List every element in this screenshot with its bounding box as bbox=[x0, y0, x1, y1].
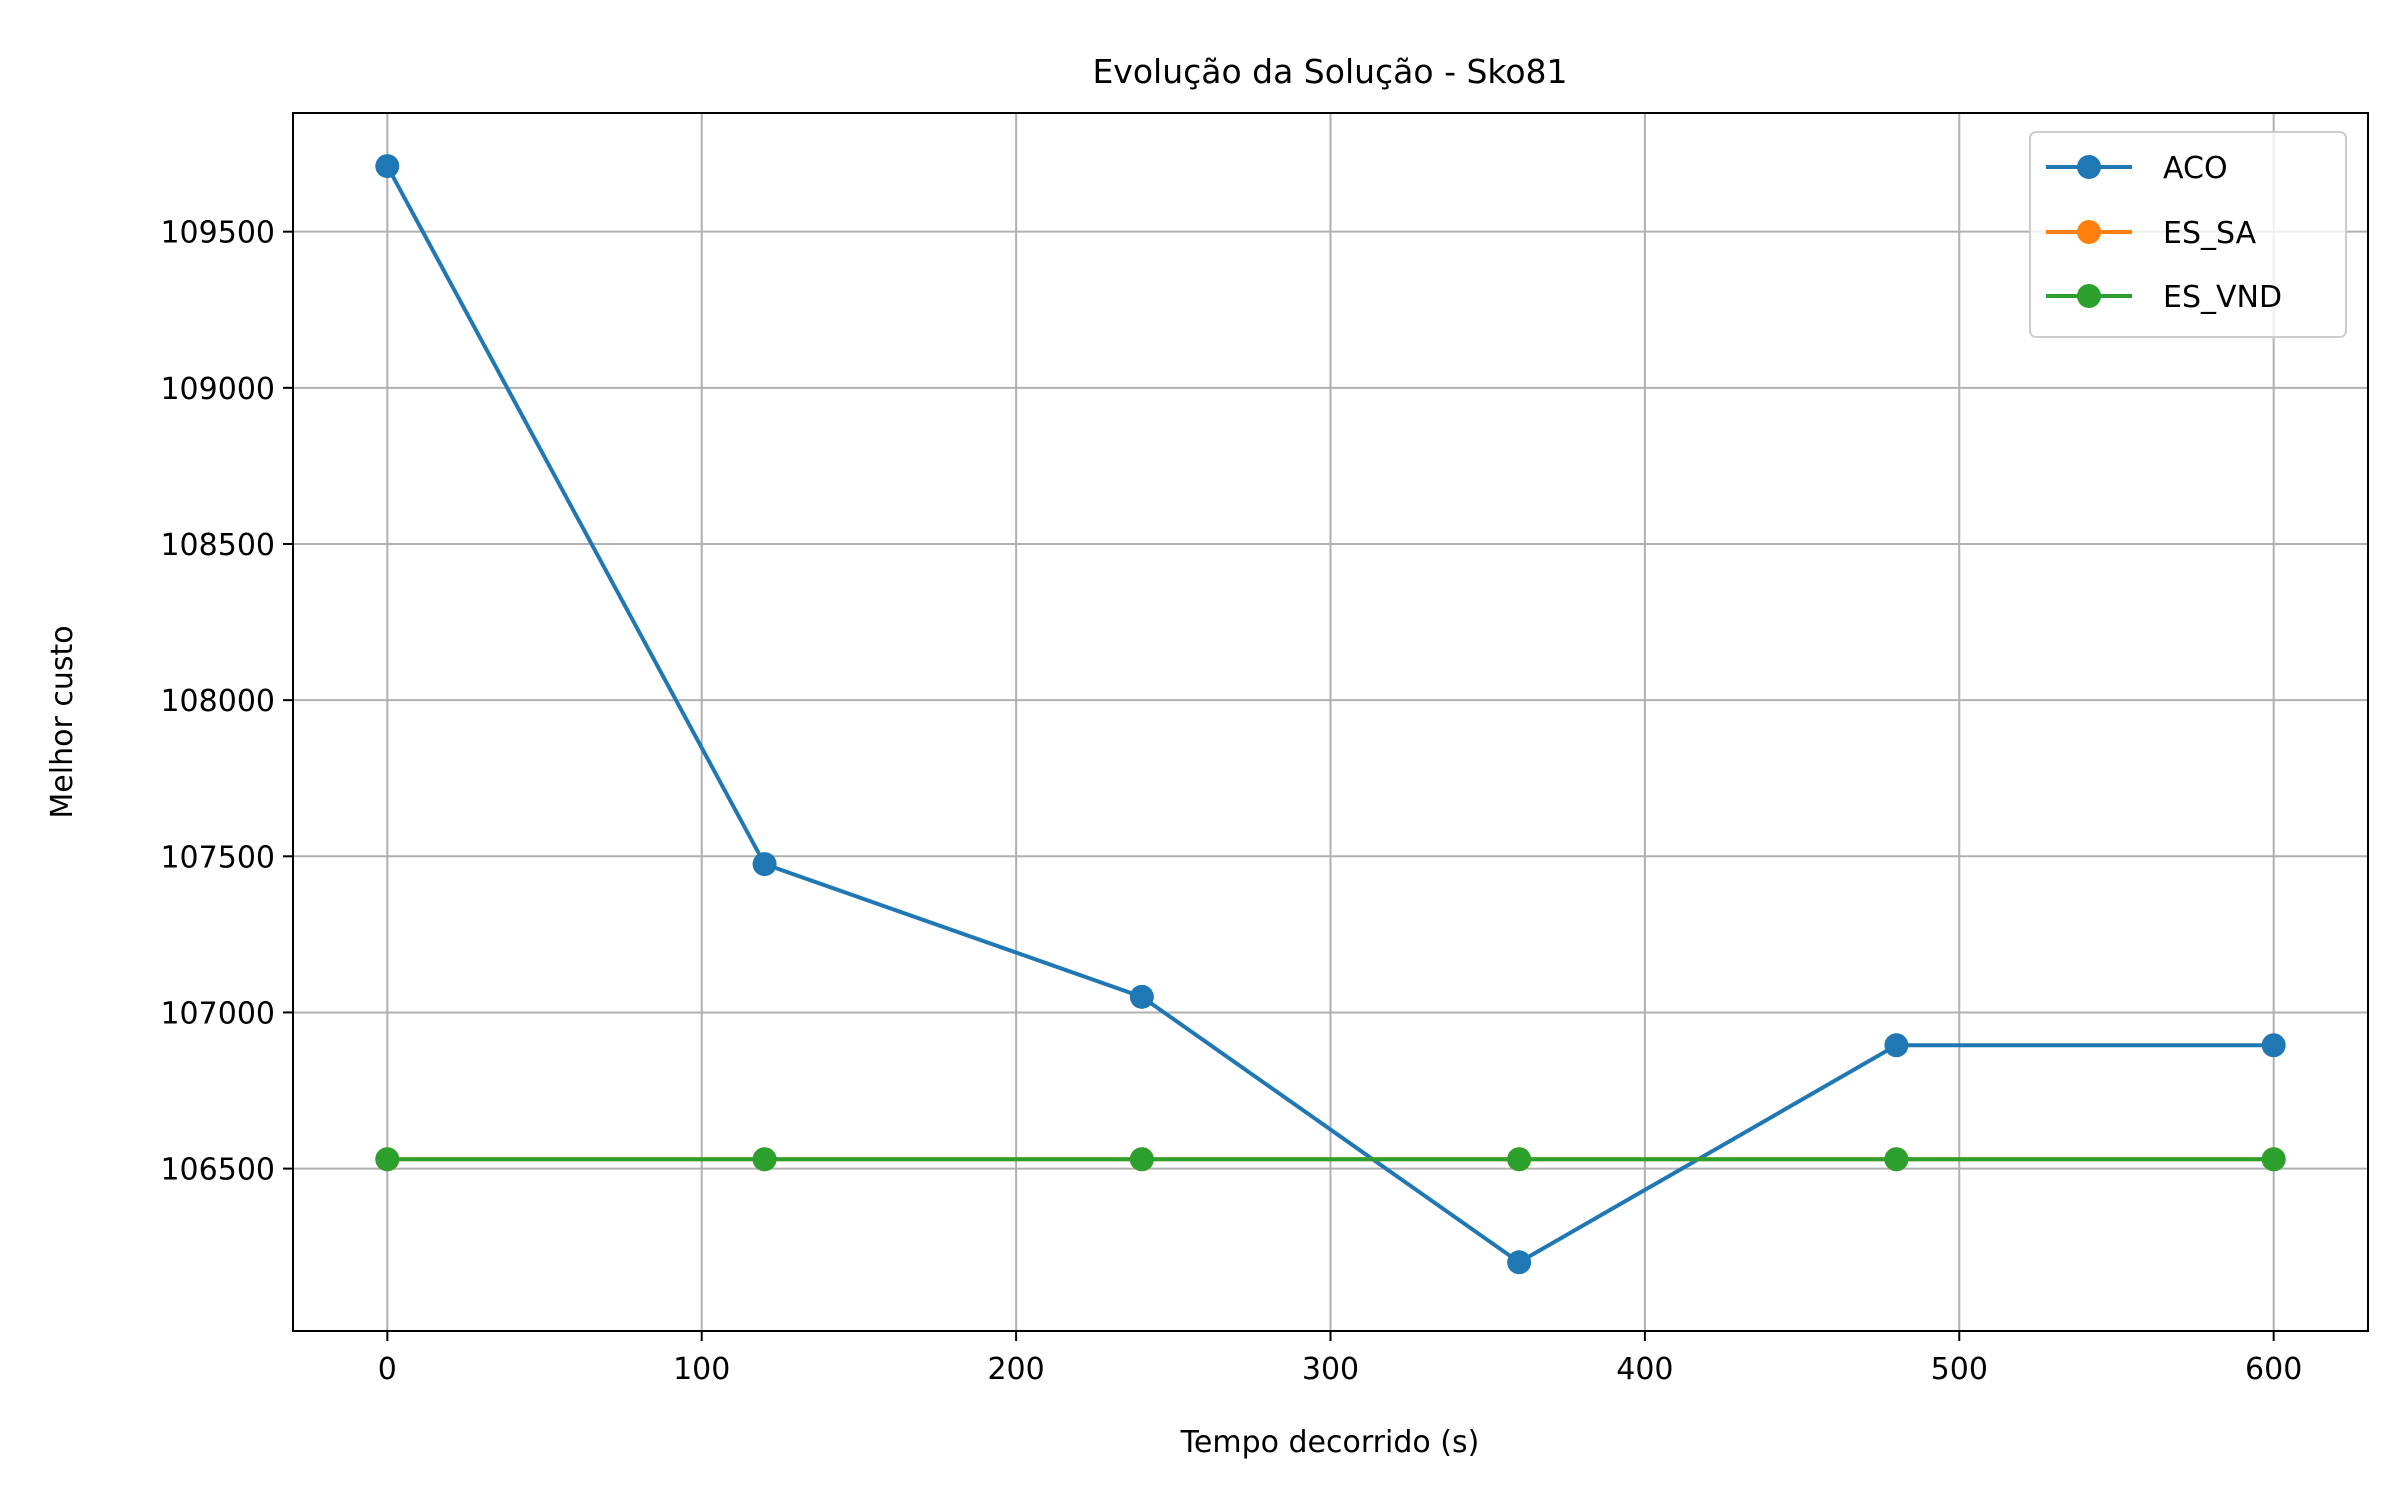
legend-marker-aco bbox=[2077, 155, 2101, 179]
grid-layer bbox=[293, 113, 2368, 1331]
y-tick-label: 106500 bbox=[160, 1153, 275, 1188]
tick-layer: 0 100 200 300 400 500 600 106500 107000 107500 108… bbox=[160, 216, 2302, 1387]
data-point-es-vnd bbox=[1129, 1147, 1154, 1172]
y-tick-label: 108000 bbox=[160, 684, 275, 719]
x-tick-label: 100 bbox=[673, 1352, 730, 1387]
legend-marker-es-vnd bbox=[2077, 284, 2101, 308]
y-axis-label: Melhor custo bbox=[45, 625, 80, 818]
data-point-es-vnd bbox=[375, 1147, 400, 1172]
data-point-aco bbox=[1507, 1250, 1532, 1275]
y-tick-label: 109500 bbox=[160, 216, 275, 251]
data-point-aco bbox=[1129, 984, 1154, 1009]
legend-label-aco: ACO bbox=[2163, 151, 2228, 186]
x-tick-label: 500 bbox=[1931, 1352, 1988, 1387]
chart-title: Evolução da Solução - Sko81 bbox=[1092, 52, 1567, 91]
legend: ACO ES_SA ES_VND bbox=[2029, 131, 2347, 338]
legend-label-es-sa: ES_SA bbox=[2163, 216, 2257, 251]
series-layer bbox=[375, 154, 2286, 1275]
legend-label-es-vnd: ES_VND bbox=[2163, 280, 2282, 315]
data-point-es-vnd bbox=[752, 1147, 777, 1172]
y-tick-label: 108500 bbox=[160, 528, 275, 563]
legend-box bbox=[2029, 131, 2347, 338]
data-point-aco bbox=[752, 852, 777, 877]
y-tick-label: 109000 bbox=[160, 372, 275, 407]
data-point-aco bbox=[1884, 1033, 1909, 1058]
x-axis-label: Tempo decorrido (s) bbox=[1180, 1425, 1480, 1460]
data-point-aco bbox=[375, 154, 400, 179]
x-tick-label: 300 bbox=[1302, 1352, 1359, 1387]
y-tick-label: 107500 bbox=[160, 840, 275, 875]
x-tick-label: 600 bbox=[2245, 1352, 2302, 1387]
legend-marker-es-sa bbox=[2077, 220, 2101, 244]
x-tick-label: 0 bbox=[378, 1352, 397, 1387]
series-line-aco bbox=[385, 165, 2274, 1265]
data-point-es-vnd bbox=[1884, 1147, 1909, 1172]
data-point-es-vnd bbox=[1507, 1147, 1532, 1172]
data-point-es-vnd bbox=[2261, 1147, 2286, 1172]
y-tick-label: 107000 bbox=[160, 996, 275, 1031]
x-tick-label: 200 bbox=[987, 1352, 1044, 1387]
data-point-aco bbox=[2261, 1033, 2286, 1058]
x-tick-label: 400 bbox=[1616, 1352, 1673, 1387]
